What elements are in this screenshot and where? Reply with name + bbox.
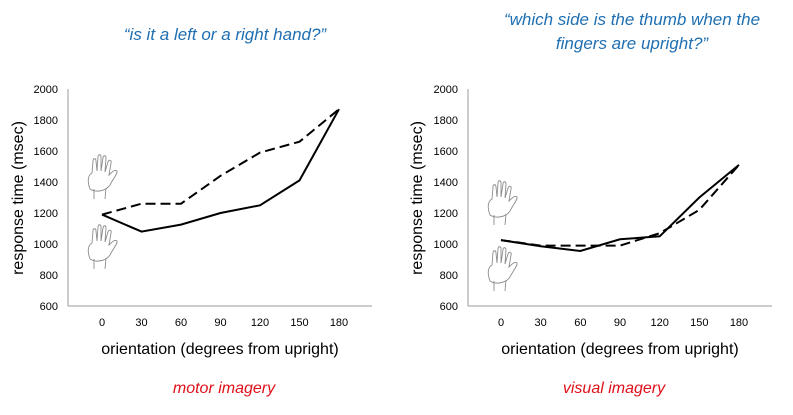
y-tick-labels: 600 800 1000 1200 1400 1600 1800 2000 [434, 84, 458, 313]
x-tick-label: 180 [330, 317, 348, 329]
chart-title-line: “which side is the thumb when the [504, 10, 760, 29]
y-tick-label: 1800 [434, 115, 458, 127]
hand-icon [487, 180, 518, 226]
y-tick-label: 1200 [34, 208, 58, 220]
x-tick-label: 150 [690, 317, 708, 329]
hand-icon [87, 224, 118, 270]
x-axis-title: orientation (degrees from upright) [101, 341, 338, 358]
y-tick-label: 1600 [34, 146, 58, 158]
hand-icon [487, 246, 518, 292]
y-tick-label: 1800 [34, 115, 58, 127]
y-tick-label: 600 [440, 301, 458, 313]
x-tick-label: 0 [99, 317, 105, 329]
x-tick-label: 90 [214, 317, 226, 329]
series-line-dashed [101, 108, 340, 216]
y-tick-label: 1000 [34, 239, 58, 251]
x-tick-label: 120 [650, 317, 668, 329]
chart-panel-visual: “which side is the thumb when the finger… [409, 10, 772, 397]
chart-panel-motor: “is it a left or a right hand?” 600 800 … [10, 25, 372, 397]
x-tick-label: 180 [730, 317, 748, 329]
y-tick-label: 800 [440, 270, 458, 282]
y-tick-label: 800 [40, 270, 58, 282]
series-line-solid [500, 164, 740, 253]
y-axis-title: response time (msec) [409, 121, 426, 275]
y-tick-label: 600 [40, 301, 58, 313]
chart-title: “is it a left or a right hand?” [124, 25, 328, 44]
x-tick-label: 60 [175, 317, 187, 329]
y-tick-label: 1400 [34, 177, 58, 189]
series-line-dashed [500, 164, 740, 247]
y-tick-labels: 600 800 1000 1200 1400 1600 1800 2000 [34, 84, 58, 313]
condition-label: visual imagery [563, 380, 666, 397]
x-tick-label: 150 [290, 317, 308, 329]
y-tick-label: 1600 [434, 146, 458, 158]
x-tick-label: 30 [135, 317, 147, 329]
x-tick-labels: 0 30 60 90 120 150 180 [99, 317, 348, 329]
x-tick-label: 0 [498, 317, 504, 329]
y-tick-label: 2000 [434, 84, 458, 96]
y-tick-label: 1000 [434, 239, 458, 251]
x-tick-label: 60 [574, 317, 586, 329]
y-tick-label: 1400 [434, 177, 458, 189]
y-tick-label: 2000 [34, 84, 58, 96]
chart-title-line: fingers are upright?” [556, 34, 709, 53]
condition-label: motor imagery [173, 380, 276, 397]
x-tick-label: 30 [535, 317, 547, 329]
x-tick-label: 90 [614, 317, 626, 329]
hand-icon [87, 154, 118, 200]
x-tick-labels: 0 30 60 90 120 150 180 [498, 317, 748, 329]
y-tick-label: 1200 [434, 208, 458, 220]
x-tick-label: 120 [251, 317, 269, 329]
y-axis-title: response time (msec) [10, 121, 27, 275]
series-line-solid [101, 108, 340, 233]
x-axis-title: orientation (degrees from upright) [501, 341, 738, 358]
